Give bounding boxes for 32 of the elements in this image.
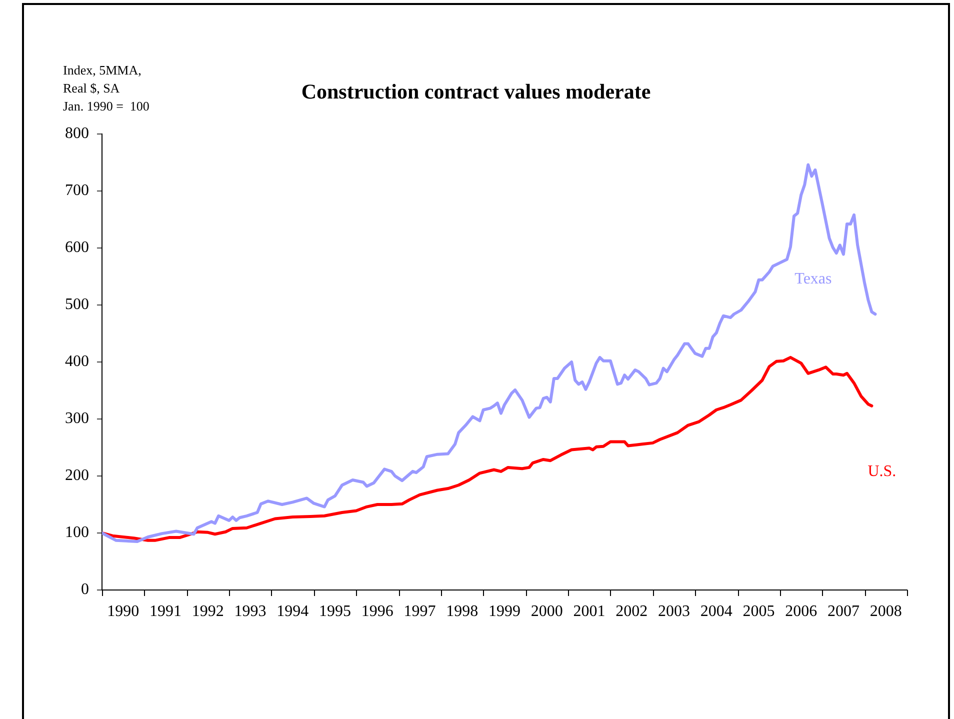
- x-tick-label: 1992: [192, 602, 224, 620]
- y-tick-label: 800: [65, 125, 89, 142]
- x-tick-label: 1990: [107, 602, 140, 620]
- text: U.S.: [868, 463, 896, 480]
- series-label: Texas: [794, 270, 832, 288]
- x-tick-label: 2007: [827, 602, 860, 620]
- y-tick-label: 600: [65, 239, 89, 256]
- x-tick-label: 2000: [530, 602, 563, 620]
- x-tick-label: 1994: [276, 602, 309, 620]
- x-tick-label: 2008: [870, 602, 902, 620]
- y-tick-label: 700: [65, 182, 89, 200]
- x-tick-label: 1996: [361, 602, 394, 620]
- x-tick-label: 1997: [404, 602, 436, 620]
- x-tick-label: 1993: [234, 602, 266, 620]
- x-tick-label: 2003: [658, 602, 690, 620]
- y-tick-label: 400: [65, 353, 89, 370]
- y-tick-label: 0: [81, 581, 89, 598]
- y-axis-title: Index, 5MMA, Real $, SA Jan. 1990 = 100: [63, 62, 150, 114]
- x-tick-label: 2004: [700, 602, 732, 620]
- x-tick-label: 1991: [150, 602, 182, 620]
- y-tick-label: 500: [65, 296, 89, 314]
- x-tick-label: 2002: [616, 602, 648, 620]
- x-tick-label: 1999: [488, 602, 520, 620]
- y-tick-label: 300: [65, 410, 89, 428]
- y-tick-label: 200: [65, 467, 89, 484]
- x-tick-label: 2001: [573, 602, 606, 620]
- x-tick-label: 2005: [742, 602, 775, 620]
- x-tick-label: 1995: [319, 602, 352, 620]
- x-tick-label: 2006: [785, 602, 818, 620]
- y-tick-label: 100: [65, 524, 89, 542]
- x-tick-label: 1998: [446, 602, 478, 620]
- chart-title: Construction contract values moderate: [301, 79, 651, 104]
